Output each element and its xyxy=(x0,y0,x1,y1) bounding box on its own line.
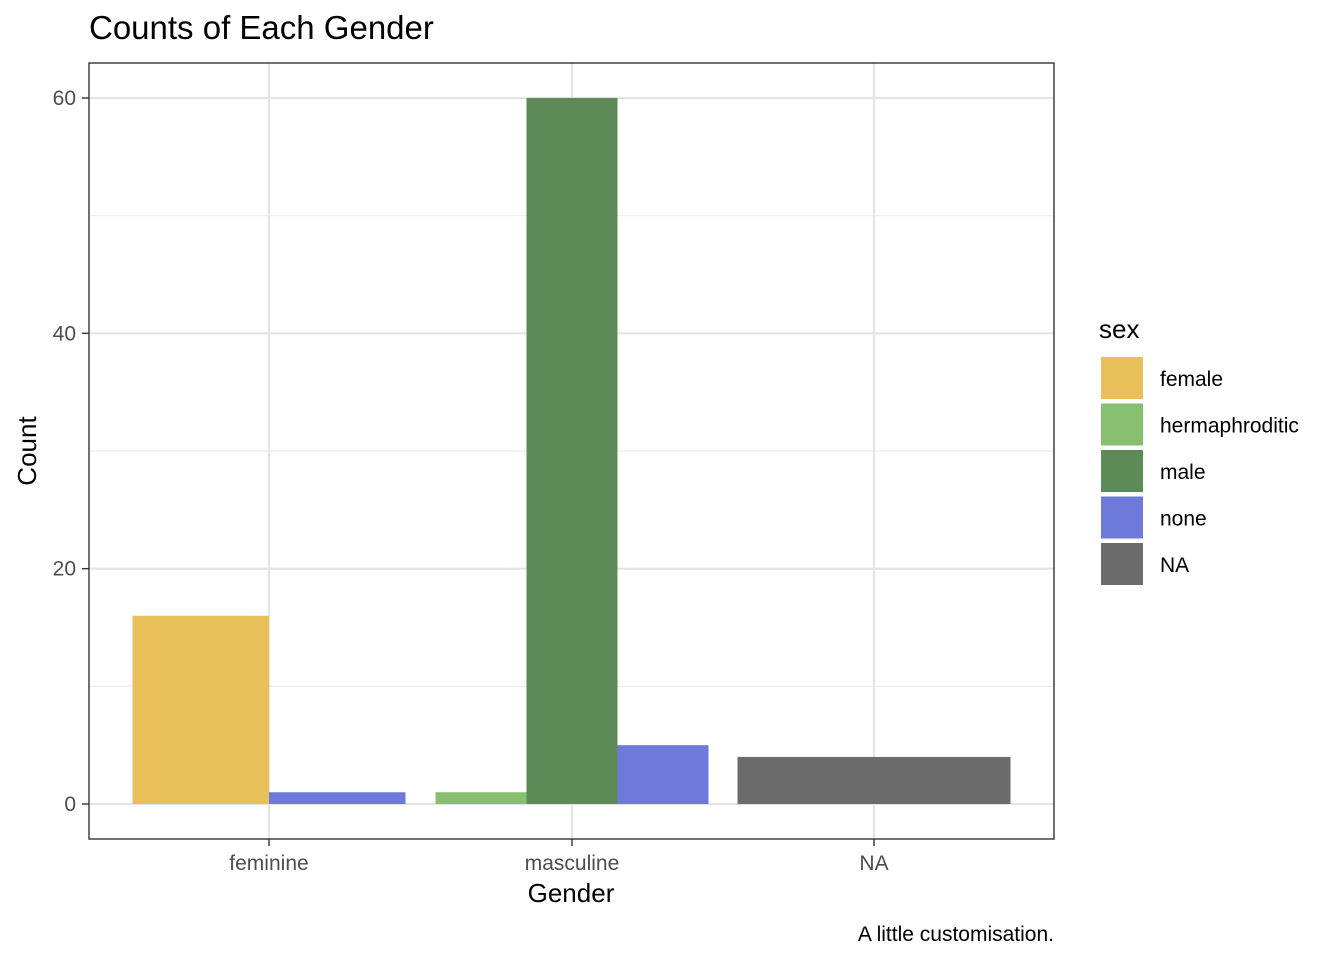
legend-swatch-none xyxy=(1101,496,1143,539)
y-tick-label: 0 xyxy=(64,793,76,816)
bar-masculine-hermaphroditic xyxy=(435,792,527,804)
bar-na-na xyxy=(737,756,1011,804)
legend-label-none: none xyxy=(1160,508,1207,531)
axes: 0 20 40 60 feminine masculine NA xyxy=(53,87,889,875)
legend: female hermaphroditic male none NA xyxy=(1101,357,1299,585)
chart-title: Counts of Each Gender xyxy=(89,9,434,46)
x-tick-label: masculine xyxy=(525,852,620,875)
legend-label-hermaphroditic: hermaphroditic xyxy=(1160,415,1299,438)
bar-masculine-male xyxy=(526,98,618,804)
x-axis-title: Gender xyxy=(528,878,615,908)
legend-label-na: NA xyxy=(1160,554,1189,577)
bar-feminine-female xyxy=(132,615,269,804)
x-tick-label: NA xyxy=(859,852,888,875)
legend-label-male: male xyxy=(1160,461,1206,484)
y-tick-label: 20 xyxy=(53,558,76,581)
y-axis-title: Count xyxy=(12,416,42,486)
legend-swatch-female xyxy=(1101,357,1143,399)
legend-swatch-male xyxy=(1101,450,1143,492)
chart-caption: A little customisation. xyxy=(858,923,1054,946)
bar-feminine-none xyxy=(269,792,406,804)
y-tick-label: 60 xyxy=(53,87,76,110)
x-tick-label: feminine xyxy=(229,852,308,875)
y-tick-label: 40 xyxy=(53,322,76,345)
bar-masculine-none xyxy=(617,745,709,804)
legend-title: sex xyxy=(1099,314,1139,344)
legend-swatch-na xyxy=(1101,543,1143,585)
bars xyxy=(132,98,1011,804)
legend-swatch-hermaphroditic xyxy=(1101,403,1143,446)
legend-label-female: female xyxy=(1160,368,1223,391)
